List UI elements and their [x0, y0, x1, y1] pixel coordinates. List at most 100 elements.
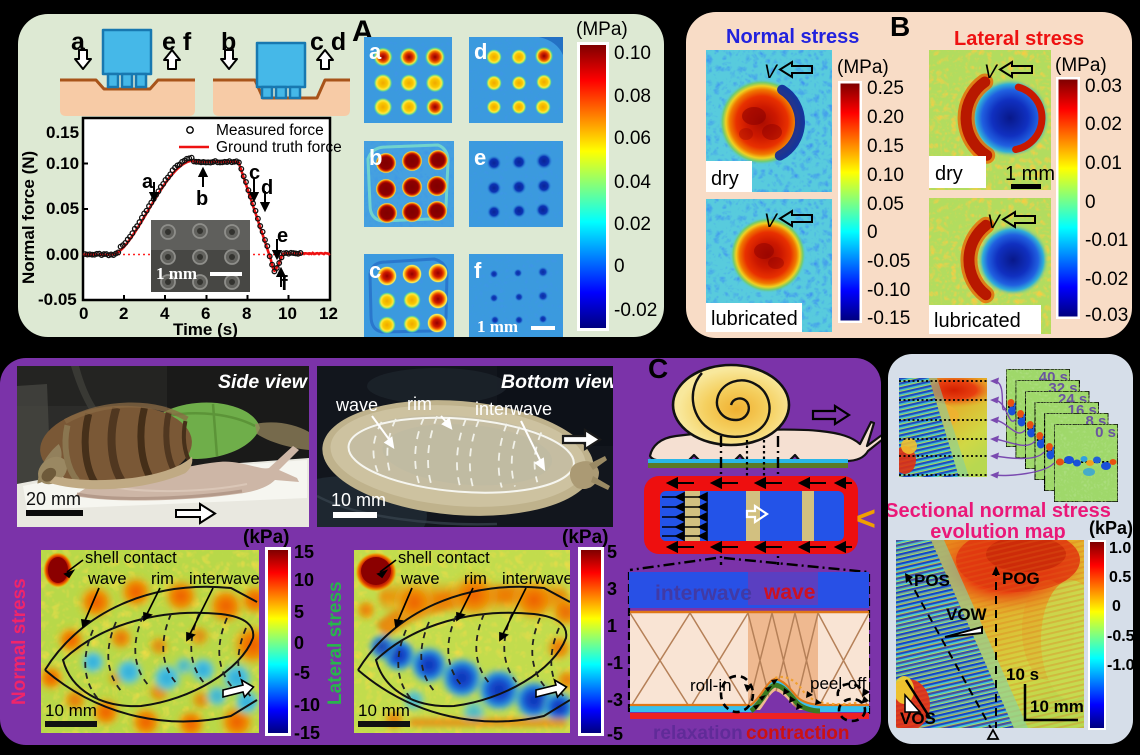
svg-text:c d: c d — [310, 28, 346, 56]
svg-text:V: V — [984, 62, 999, 83]
svg-text:a: a — [142, 171, 154, 193]
svg-text:0.08: 0.08 — [614, 86, 651, 107]
svg-text:f: f — [474, 258, 482, 283]
svg-text:10: 10 — [278, 304, 297, 323]
svg-text:wave: wave — [87, 570, 127, 588]
svg-text:(MPa): (MPa) — [1055, 55, 1107, 76]
svg-text:1: 1 — [607, 616, 617, 636]
svg-text:5: 5 — [294, 602, 304, 622]
svg-text:15: 15 — [294, 542, 314, 562]
svg-text:-0.02: -0.02 — [614, 300, 657, 321]
svg-text:-0.10: -0.10 — [867, 280, 910, 301]
svg-text:0.10: 0.10 — [614, 43, 651, 64]
svg-text:interwave: interwave — [502, 570, 573, 588]
svg-text:10: 10 — [294, 570, 314, 590]
svg-text:a: a — [71, 28, 86, 56]
svg-text:Side view: Side view — [218, 371, 309, 393]
svg-text:rim: rim — [464, 570, 487, 588]
svg-text:-3: -3 — [607, 690, 623, 710]
svg-text:d: d — [261, 177, 273, 199]
svg-text:Lateral stress: Lateral stress — [325, 581, 346, 705]
svg-text:interwave: interwave — [189, 570, 260, 588]
svg-text:interwave: interwave — [655, 582, 752, 605]
svg-text:Sectional normal stress: Sectional normal stress — [888, 500, 1111, 522]
svg-text:-0.5: -0.5 — [1107, 628, 1133, 645]
svg-text:V: V — [764, 62, 779, 83]
svg-text:0.06: 0.06 — [614, 128, 651, 149]
svg-text:POS: POS — [914, 571, 950, 590]
svg-text:8: 8 — [242, 304, 251, 323]
svg-text:V: V — [987, 212, 1002, 233]
svg-text:0.05: 0.05 — [46, 199, 79, 218]
svg-text:10 mm: 10 mm — [1030, 697, 1084, 716]
svg-text:shell contact: shell contact — [85, 549, 177, 567]
svg-text:(kPa): (kPa) — [1089, 518, 1133, 538]
svg-text:e: e — [277, 225, 288, 247]
svg-text:wave: wave — [763, 581, 815, 604]
svg-text:10 s: 10 s — [1006, 665, 1039, 684]
svg-text:0.04: 0.04 — [614, 172, 651, 193]
svg-text:1 mm: 1 mm — [156, 264, 197, 283]
svg-text:peel-off: peel-off — [810, 674, 867, 693]
svg-text:12: 12 — [319, 304, 338, 323]
svg-text:interwave: interwave — [475, 399, 552, 419]
svg-text:0: 0 — [867, 222, 878, 243]
svg-text:-5: -5 — [294, 663, 310, 683]
svg-text:b: b — [369, 145, 382, 170]
svg-text:b: b — [221, 28, 236, 56]
svg-text:Normal stress: Normal stress — [9, 578, 30, 705]
svg-text:-0.02: -0.02 — [1085, 269, 1128, 290]
svg-text:2: 2 — [119, 304, 128, 323]
svg-text:-0.15: -0.15 — [867, 308, 910, 329]
svg-text:0 s: 0 s — [1095, 424, 1116, 441]
svg-text:0.10: 0.10 — [867, 165, 904, 186]
svg-text:c: c — [369, 258, 381, 283]
svg-text:a: a — [369, 39, 382, 64]
svg-text:0.25: 0.25 — [867, 78, 904, 99]
svg-text:lubricated: lubricated — [711, 308, 798, 330]
svg-text:rim: rim — [407, 394, 432, 414]
svg-text:0: 0 — [294, 633, 304, 653]
svg-text:lubricated: lubricated — [934, 310, 1021, 332]
svg-text:c: c — [249, 162, 260, 184]
svg-text:Normal stress: Normal stress — [726, 26, 859, 48]
svg-text:-10: -10 — [294, 695, 320, 715]
svg-text:0.5: 0.5 — [1109, 569, 1131, 586]
svg-text:1 mm: 1 mm — [1005, 163, 1055, 185]
svg-text:3: 3 — [607, 579, 617, 599]
svg-text:10 mm: 10 mm — [45, 701, 97, 720]
svg-text:1 mm: 1 mm — [477, 317, 518, 336]
svg-text:5: 5 — [607, 542, 617, 562]
svg-text:-0.05: -0.05 — [867, 251, 910, 272]
svg-text:0: 0 — [79, 304, 88, 323]
svg-text:(MPa): (MPa) — [837, 57, 889, 78]
svg-text:Bottom view: Bottom view — [501, 371, 619, 393]
svg-text:0.20: 0.20 — [867, 107, 904, 128]
svg-text:0.10: 0.10 — [46, 154, 79, 173]
svg-text:POG: POG — [1002, 569, 1040, 588]
svg-text:-0.03: -0.03 — [1085, 305, 1128, 326]
svg-text:0.02: 0.02 — [614, 214, 651, 235]
svg-text:0: 0 — [1112, 598, 1121, 615]
svg-text:0.15: 0.15 — [867, 136, 904, 157]
svg-text:relaxation: relaxation — [653, 723, 743, 744]
svg-text:V: V — [764, 211, 779, 232]
svg-text:0: 0 — [1085, 192, 1096, 213]
svg-text:(MPa): (MPa) — [576, 19, 628, 40]
svg-text:-1: -1 — [607, 653, 623, 673]
svg-text:wave: wave — [335, 395, 378, 415]
svg-text:B: B — [890, 12, 910, 42]
svg-text:(kPa): (kPa) — [562, 527, 608, 548]
svg-text:-5: -5 — [607, 724, 623, 744]
svg-text:wave: wave — [400, 570, 440, 588]
svg-text:10 mm: 10 mm — [358, 701, 410, 720]
svg-text:rim: rim — [151, 570, 174, 588]
svg-text:f: f — [281, 273, 288, 295]
svg-text:Ground truth force: Ground truth force — [216, 139, 342, 156]
svg-text:0: 0 — [614, 256, 625, 277]
svg-text:20 mm: 20 mm — [26, 489, 81, 509]
svg-text:0.01: 0.01 — [1085, 153, 1122, 174]
svg-text:-0.05: -0.05 — [38, 290, 77, 309]
svg-text:shell contact: shell contact — [398, 549, 490, 567]
svg-text:0.02: 0.02 — [1085, 114, 1122, 135]
